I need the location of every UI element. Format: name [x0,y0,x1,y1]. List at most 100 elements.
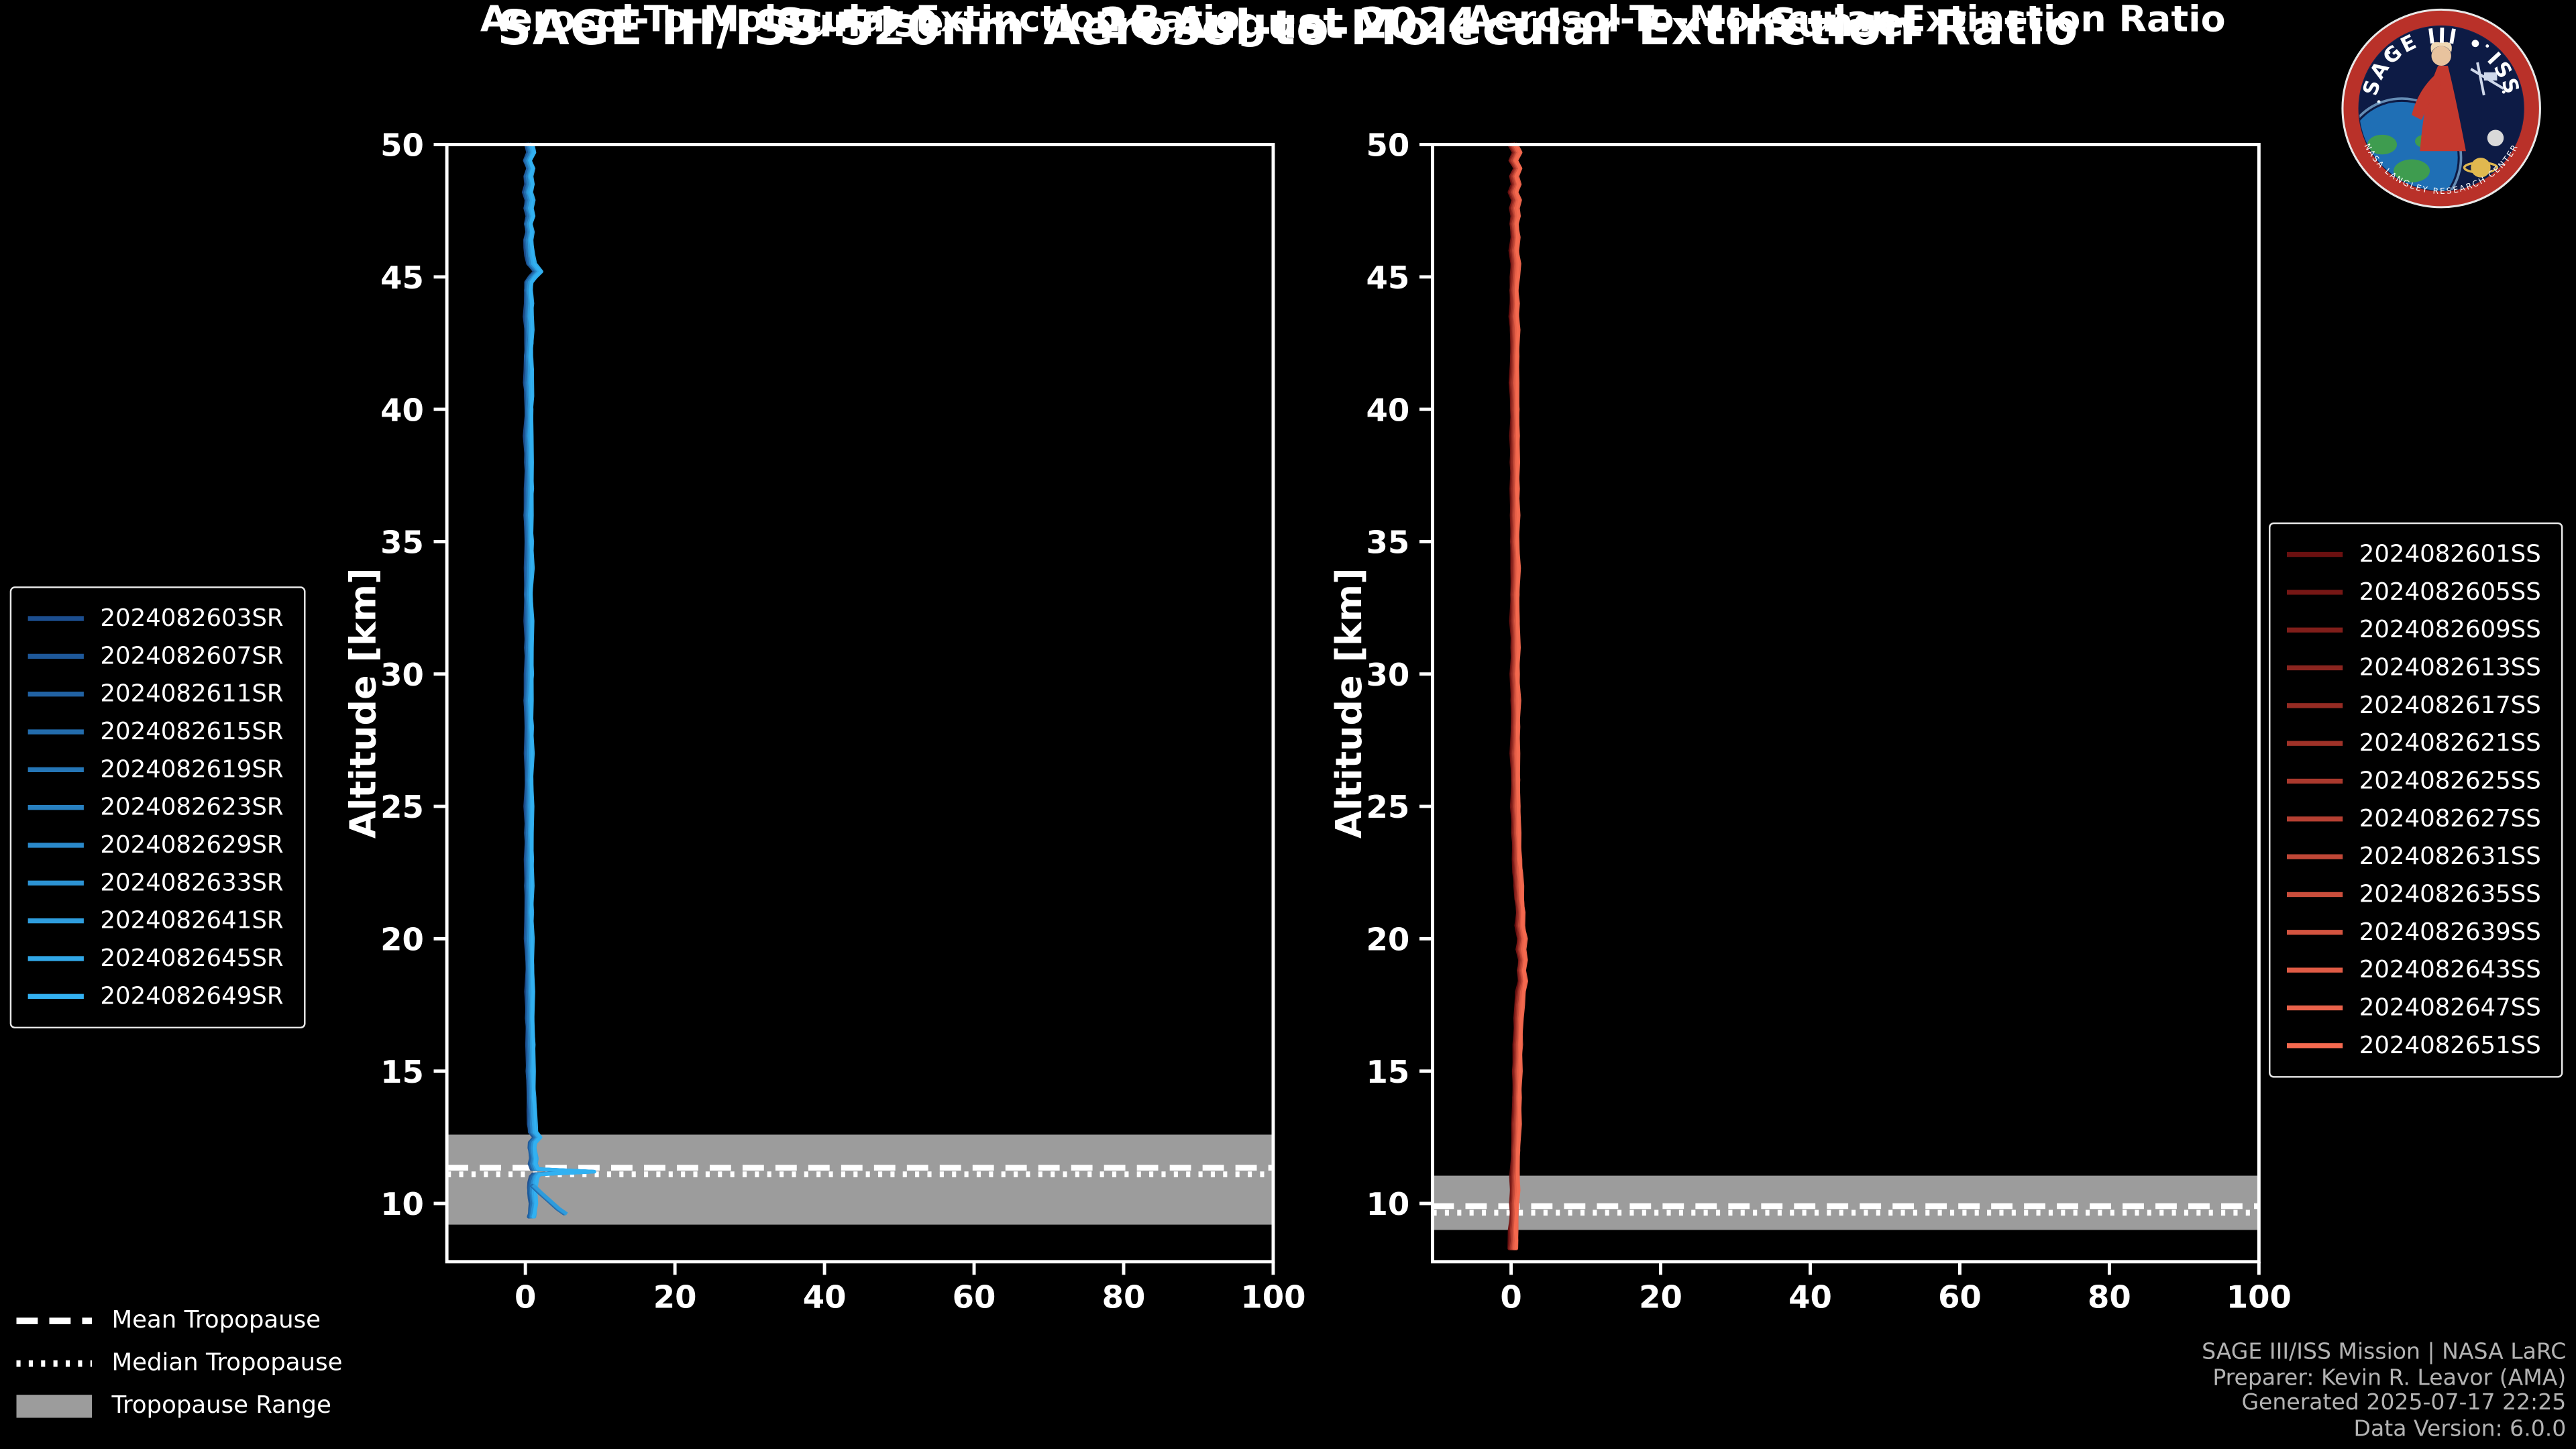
legend-item: 2024082619SR [28,751,284,788]
legend-item-label: 2024082603SR [100,605,284,632]
legend-item: 2024082617SS [2286,687,2541,724]
sunset-profile-lines [1507,142,1529,1250]
legend-item-label: 2024082611SR [100,681,284,708]
x-tick-label: 0 [1500,1279,1521,1315]
legend-line-swatch [2286,1043,2343,1049]
legend-line-swatch [2286,778,2343,784]
legend-item-label: 2024082629SR [100,832,284,859]
legend-line-swatch [2286,930,2343,935]
y-tick-label: 45 [1366,260,1409,296]
gray-band-icon [16,1395,93,1418]
footer-generated: Generated 2025-07-17 22:25 [2241,1390,2567,1417]
x-tick-label: 80 [2088,1279,2131,1315]
legend-item-label: 2024082649SR [100,983,284,1010]
legend-item-label: 2024082627SS [2359,806,2541,833]
legend-item: 2024082633SR [28,864,284,902]
y-tick-label: 10 [380,1186,424,1222]
legend-line-swatch [2286,741,2343,746]
legend-item: 2024082605SS [2286,574,2541,611]
legend-item: 2024082615SR [28,713,284,751]
logo-iss [2470,62,2505,96]
mean-tropopause-legend-row: Mean Tropopause [16,1304,342,1337]
y-tick-label: 25 [1366,789,1409,825]
legend-item: 2024082611SR [28,676,284,713]
sunset-panel: 0 20 40 60 80 100 10 15 20 25 30 35 40 45 50 [1366,127,2291,1316]
legend-line-swatch [2286,854,2343,859]
x-tick-label: 0 [515,1279,536,1315]
legend-item-label: 2024082607SR [100,643,284,669]
y-tick-label: 50 [1366,127,1409,164]
legend-line-swatch [28,994,84,999]
logo-figure [2412,42,2466,152]
dotted-line-icon [16,1360,93,1367]
legend-line-swatch [2286,1005,2343,1011]
sage-iii-iss-logo: SAGE III • ISS NASA LANGLEY RESEARCH CEN… [2341,8,2541,209]
y-tick-label: 40 [1366,392,1409,428]
y-tick-label: 25 [380,789,424,825]
legend-item: 2024082649SR [28,977,284,1015]
legend-item-label: 2024082635SS [2359,881,2541,908]
legend-line-swatch [28,805,84,810]
y-tick-label: 50 [380,127,424,164]
legend-item: 2024082641SR [28,902,284,939]
legend-line-swatch [2286,590,2343,595]
legend-item: 2024082623SR [28,789,284,826]
x-tick-label: 80 [1102,1279,1146,1315]
y-tick-label: 20 [380,922,424,958]
x-tick-label: 20 [1639,1279,1682,1315]
y-tick-label: 10 [1366,1186,1409,1222]
legend-line-swatch [28,843,84,848]
legend-item-label: 2024082643SS [2359,957,2541,983]
logo-saturn [2463,158,2499,178]
legend-line-swatch [28,653,84,659]
y-tick-label: 15 [380,1054,424,1090]
mean-tropopause-label: Mean Tropopause [111,1307,321,1334]
legend-line-swatch [28,918,84,924]
legend-item-label: 2024082639SS [2359,919,2541,946]
x-tick-label: 20 [653,1279,697,1315]
legend-item: 2024082629SR [28,826,284,864]
y-tick-label: 20 [1366,922,1409,958]
tropopause-range-legend-row: Tropopause Range [16,1390,342,1423]
legend-item: 2024082627SS [2286,800,2541,838]
y-tick-label: 15 [1366,1054,1409,1090]
y-tick-label: 30 [1366,657,1409,693]
tropopause-range-label: Tropopause Range [111,1393,331,1419]
legend-line-swatch [28,692,84,697]
sunrise-legend: 2024082603SR 2024082607SR 2024082611SR 2024… [9,586,305,1029]
x-tick-label: 100 [2226,1279,2292,1315]
legend-item: 2024082607SR [28,637,284,675]
axes-frame [1431,143,2261,1264]
y-tick-label: 35 [1366,525,1409,561]
legend-line-swatch [2286,967,2343,973]
tropopause-range-band [1432,1175,2259,1230]
dashed-line-icon [16,1318,93,1324]
legend-line-swatch [2286,551,2343,557]
sunrise-panel: 0 20 40 60 80 100 10 15 20 25 30 35 40 45 50 [380,127,1305,1316]
tropopause-legend: Mean Tropopause Median Tropopause Tropop… [16,1304,342,1422]
legend-item-label: 2024082601SS [2359,541,2541,568]
legend-item: 2024082635SS [2286,875,2541,913]
page-title: SAGE III/ISS 520nm Aerosol-to-Molecular … [497,0,2079,56]
x-tick-label: 40 [803,1279,847,1315]
footer-data-version: Data Version: 6.0.0 [2353,1415,2567,1442]
legend-item-label: 2024082621SS [2359,730,2541,757]
legend-line-swatch [2286,703,2343,708]
y-tick-label: 35 [380,525,424,561]
x-tick-label: 100 [1240,1279,1305,1315]
legend-line-swatch [28,729,84,735]
axes-frame [445,143,1275,1264]
legend-item: 2024082631SS [2286,838,2541,875]
legend-item-label: 2024082647SS [2359,994,2541,1022]
legend-line-swatch [28,880,84,886]
legend-item-label: 2024082619SR [100,756,284,783]
legend-item-label: 2024082615SR [100,718,284,745]
y-tick-label: 30 [380,657,424,693]
legend-item-label: 2024082605SS [2359,579,2541,606]
legend-item: 2024082601SS [2286,535,2541,573]
legend-line-swatch [28,767,84,773]
footer-mission: SAGE III/ISS Mission | NASA LaRC [2202,1338,2567,1366]
sunset-legend: 2024082601SS 2024082605SS 2024082609SS 2024… [2269,522,2563,1078]
x-tick-label: 60 [953,1279,996,1315]
